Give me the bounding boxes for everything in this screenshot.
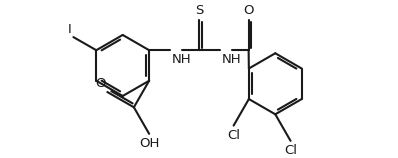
Text: NH: NH: [222, 53, 242, 66]
Text: I: I: [68, 24, 72, 36]
Text: O: O: [95, 77, 106, 91]
Text: Cl: Cl: [284, 144, 297, 157]
Text: OH: OH: [139, 137, 159, 150]
Text: O: O: [243, 4, 254, 17]
Text: Cl: Cl: [227, 129, 240, 142]
Text: S: S: [195, 4, 203, 17]
Text: NH: NH: [172, 53, 192, 66]
